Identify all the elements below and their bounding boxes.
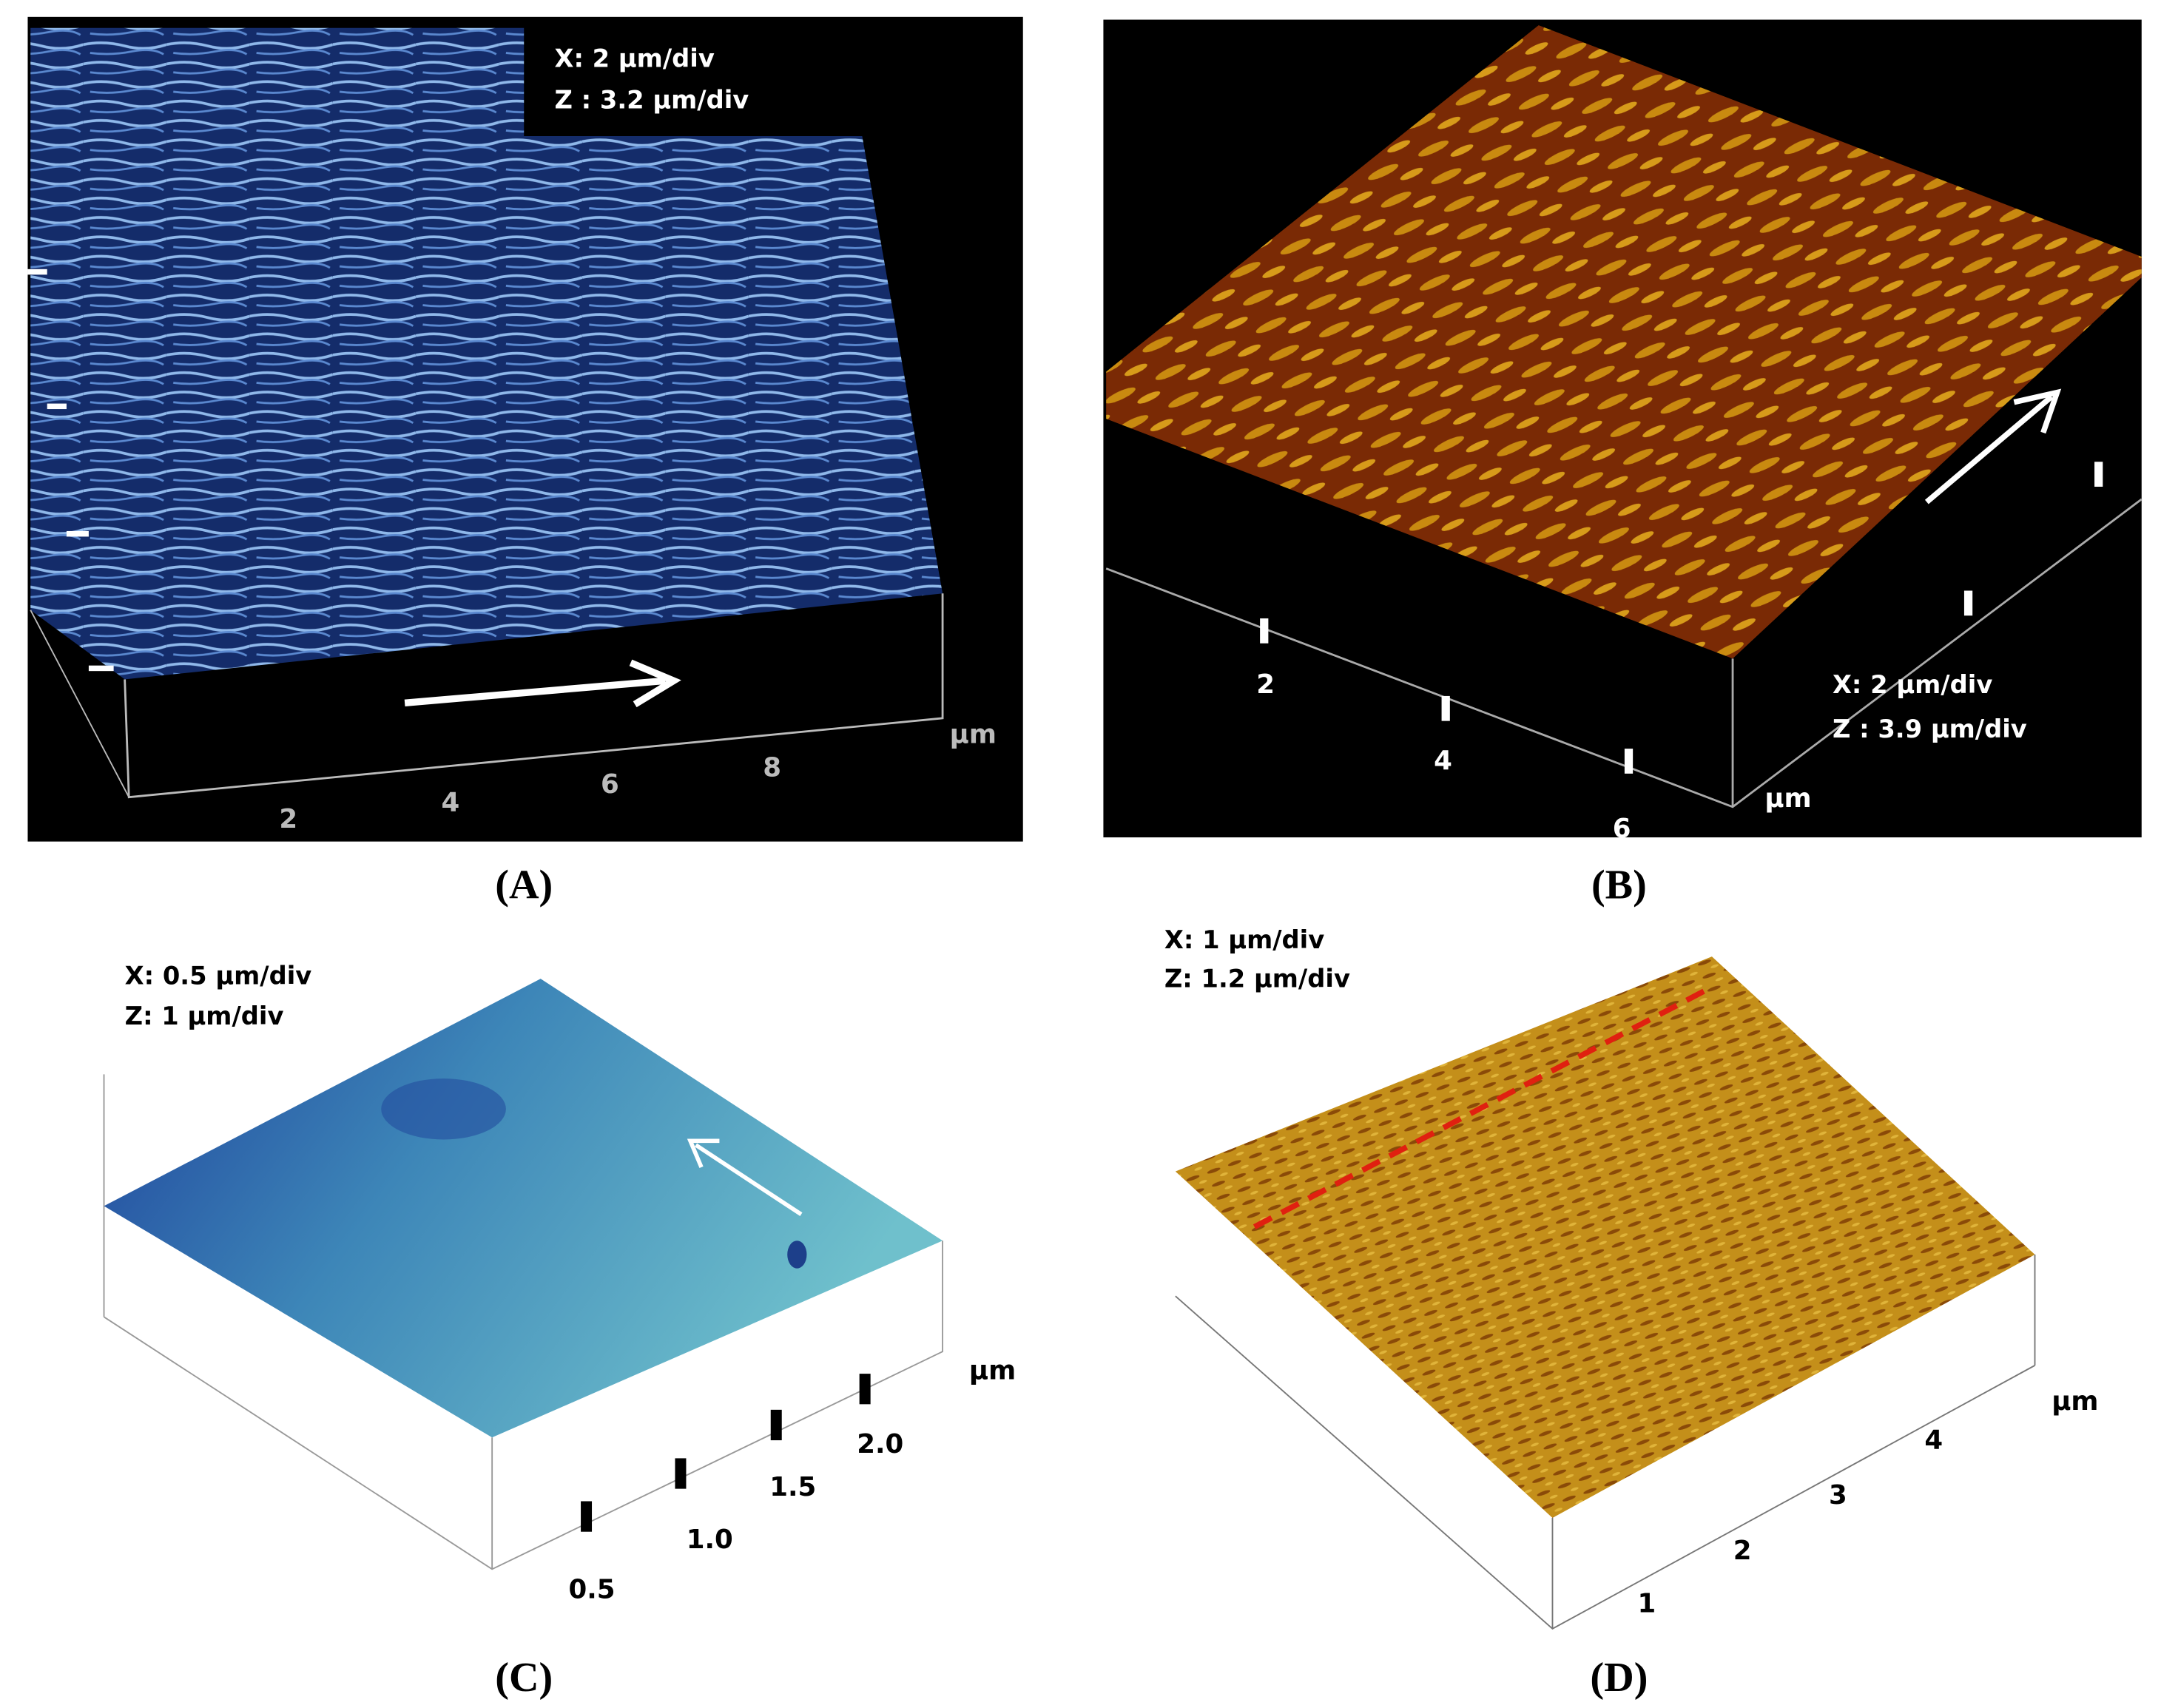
- surface-feature: [787, 1241, 807, 1269]
- arrow-head: [687, 1138, 720, 1169]
- surface: [1106, 25, 2142, 659]
- tick-label: 0.5: [569, 1575, 616, 1605]
- z-tick: [66, 530, 89, 537]
- tick-label: 2: [1733, 1536, 1752, 1566]
- scale-text: X: 1 µm/div: [1164, 925, 1324, 954]
- box-edge: [124, 593, 944, 799]
- z-tick: [88, 665, 114, 672]
- tick-label: 1: [1637, 1588, 1656, 1618]
- panel-c: X: 0.5 µm/div Z: 1 µm/div 0.5 1.0 1.5 2.…: [103, 962, 1016, 1605]
- panel-label: (B): [1591, 862, 1647, 908]
- tick-label: 2: [1256, 669, 1275, 700]
- box-edge: [30, 610, 130, 798]
- tick-label: 4: [1434, 746, 1452, 776]
- arrow: [1924, 394, 2054, 504]
- unit-label: µm: [969, 1356, 1016, 1386]
- tick-label: 4: [1924, 1425, 1943, 1455]
- tick-label: 1.5: [769, 1472, 816, 1502]
- arrow-head: [2013, 388, 2062, 434]
- tick-mark: [675, 1458, 687, 1489]
- scale-text: Z : 3.2 µm/div: [554, 85, 749, 114]
- arrow: [404, 677, 666, 706]
- panel-label: (A): [495, 862, 553, 908]
- arrow-head: [629, 659, 681, 708]
- surface: [104, 979, 943, 1438]
- panel-label: (C): [495, 1655, 553, 1701]
- arrow: [695, 1143, 803, 1216]
- surface: [30, 27, 943, 680]
- scale-text: Z: 1 µm/div: [125, 1002, 284, 1030]
- tick-mark: [581, 1501, 593, 1532]
- scale-text: X: 0.5 µm/div: [125, 962, 312, 990]
- tick-label: 1.0: [687, 1525, 733, 1555]
- panel-b: X: 2 µm/div Z : 3.9 µm/div 2 4 6 µm: [1103, 19, 2143, 844]
- tick-label: 6: [1613, 814, 1631, 844]
- tick-mark: [1624, 749, 1634, 774]
- scale-text: Z: 1.2 µm/div: [1164, 964, 1350, 993]
- dashed-line: [1253, 985, 1713, 1229]
- tick-label: 6: [601, 769, 619, 800]
- tick-label: 2: [279, 804, 297, 834]
- z-tick: [27, 269, 47, 275]
- tick-mark: [1441, 695, 1450, 721]
- tick-label: 4: [442, 787, 460, 817]
- tick-label: 3: [1829, 1480, 1847, 1510]
- tick-mark: [1260, 618, 1269, 644]
- surface-feature: [381, 1079, 506, 1140]
- unit-label: µm: [950, 720, 997, 750]
- z-tick: [47, 403, 67, 410]
- tick-label: 2.0: [857, 1429, 903, 1459]
- unit-label: µm: [1764, 783, 1811, 814]
- tick-mark: [2094, 462, 2103, 487]
- box-edge: [104, 1241, 944, 1570]
- tick-mark: [859, 1374, 871, 1405]
- tick-label: 8: [763, 753, 781, 783]
- tick-mark: [1963, 590, 1973, 616]
- scale-text: Z : 3.9 µm/div: [1833, 715, 2027, 743]
- panel-d: X: 1 µm/div Z: 1.2 µm/div 1 2 3 4 µm: [1164, 925, 2098, 1630]
- panel-label: (D): [1590, 1655, 1648, 1701]
- scale-text: X: 2 µm/div: [1833, 670, 1992, 699]
- unit-label: µm: [2052, 1386, 2098, 1417]
- panel-a: X: 2 µm/div Z : 3.2 µm/div 2 4 6 8 µm: [27, 16, 1023, 842]
- scale-text: X: 2 µm/div: [554, 44, 714, 72]
- tick-mark: [770, 1409, 782, 1441]
- surface: [1175, 956, 2035, 1518]
